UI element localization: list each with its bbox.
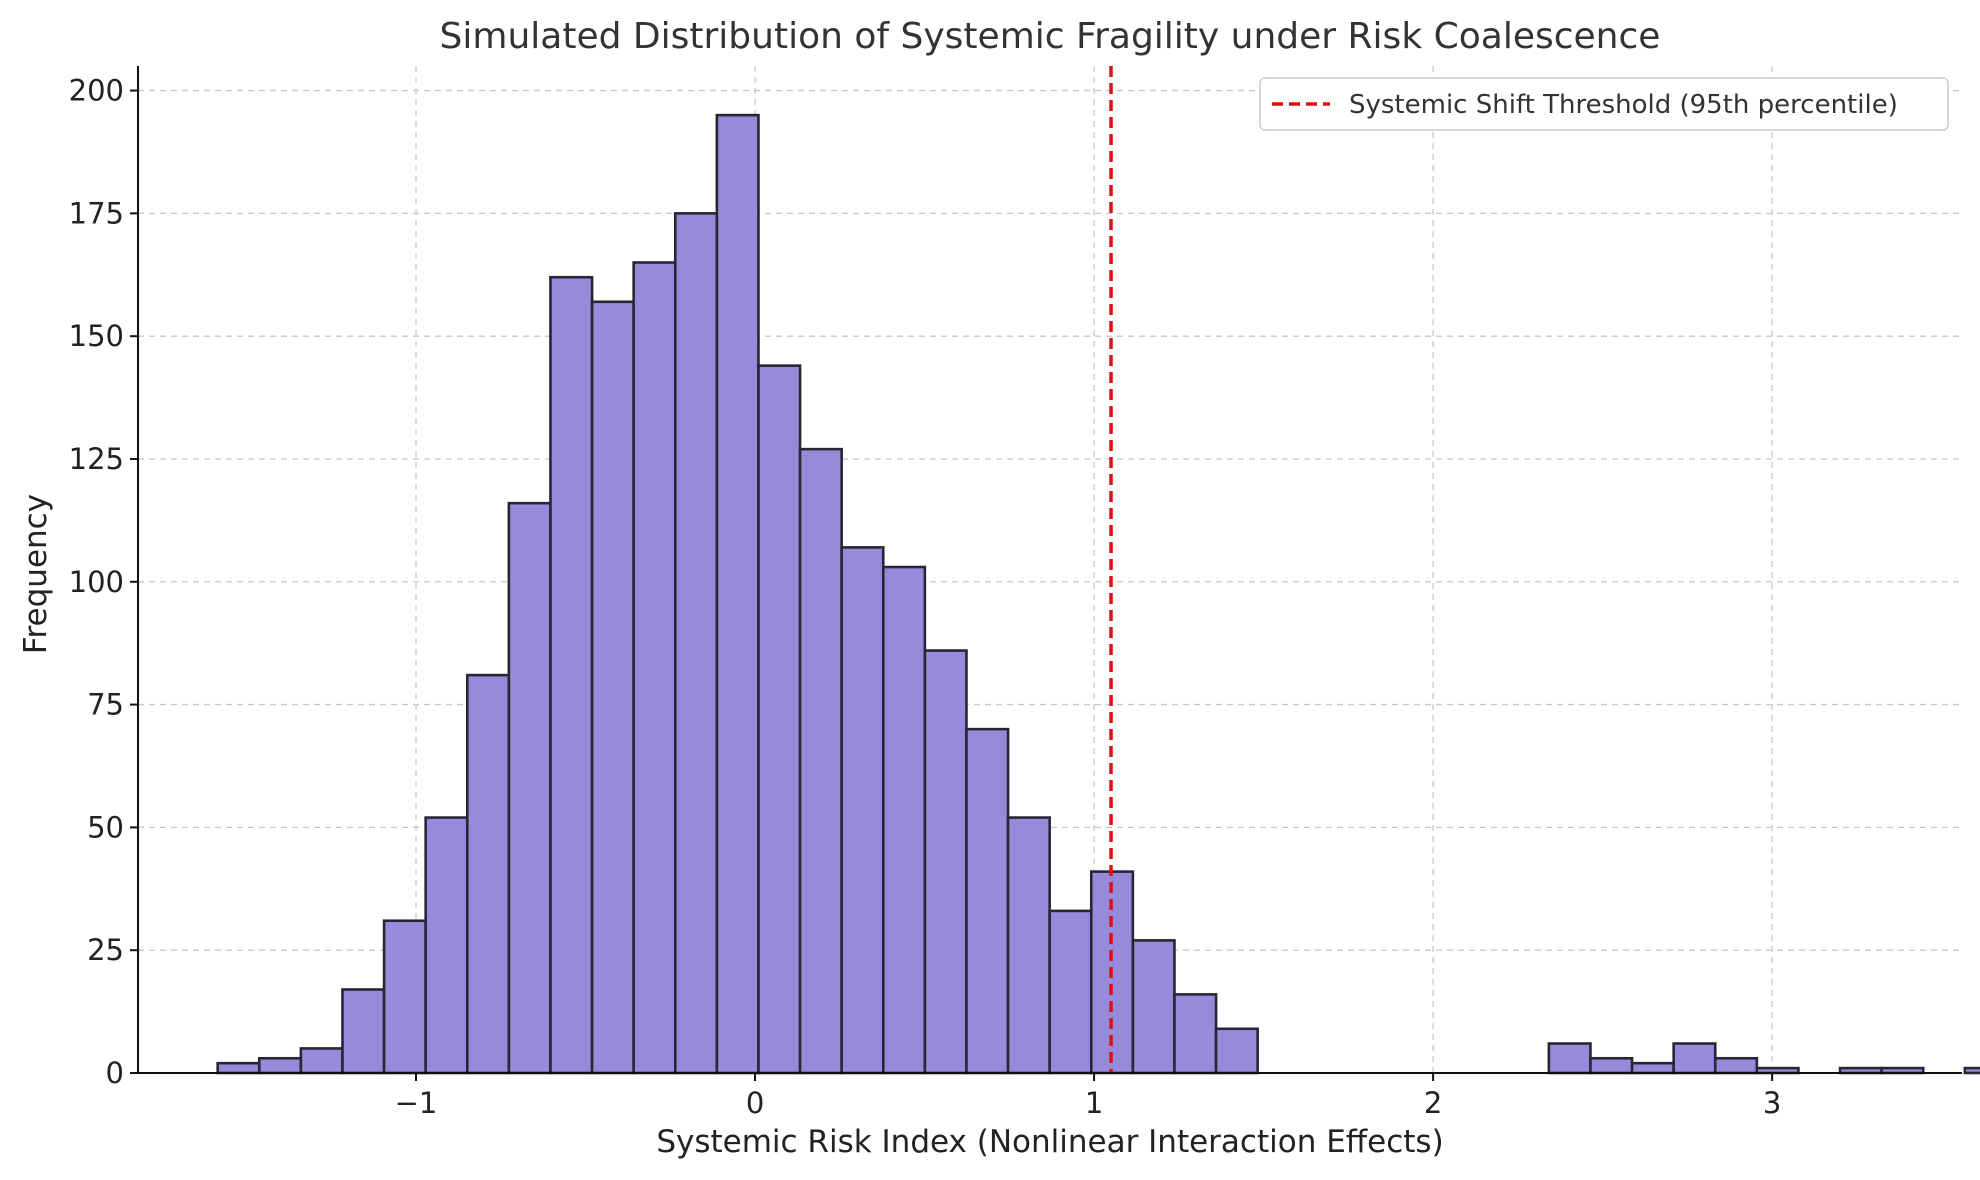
x-tick-label: −1 — [395, 1086, 438, 1120]
y-tick-label: 75 — [87, 688, 124, 722]
legend-box — [1259, 77, 1949, 131]
y-tick-label: 0 — [106, 1056, 124, 1090]
histogram-bar — [507, 501, 552, 1075]
y-tick-label: 150 — [69, 319, 124, 353]
histogram-bar — [1672, 1042, 1717, 1075]
histogram-bar — [757, 364, 802, 1075]
histogram-bar — [715, 113, 760, 1075]
legend: Systemic Shift Threshold (95th percentil… — [1259, 77, 1949, 131]
x-tick-label: 3 — [1763, 1086, 1781, 1120]
y-tick-label: 100 — [69, 565, 124, 599]
histogram-bar — [673, 212, 719, 1075]
histogram-bar — [1713, 1056, 1759, 1075]
x-axis-label: Systemic Risk Index (Nonlinear Interacti… — [656, 1124, 1443, 1160]
histogram-bar — [632, 261, 677, 1075]
y-tick-label: 125 — [69, 442, 124, 476]
histogram-bar — [881, 565, 927, 1075]
legend-threshold-label: Systemic Shift Threshold (95th percentil… — [1349, 90, 1898, 120]
y-axis-label: Frequency — [18, 494, 54, 654]
histogram-bar — [923, 649, 968, 1075]
histogram-bar — [590, 300, 635, 1075]
histogram-bar — [1173, 993, 1218, 1075]
y-tick-label: 200 — [69, 74, 124, 108]
histogram-bar — [257, 1056, 303, 1075]
histogram-bar — [965, 727, 1010, 1075]
histogram-bar — [798, 447, 843, 1075]
histogram-bar — [465, 673, 511, 1075]
axis-layer: 0 25 50 75 100 125 150 175 200 −1 0 1 2 3 — [69, 66, 1962, 1120]
histogram-bar — [382, 919, 427, 1075]
histogram-bar — [424, 816, 469, 1075]
histogram-bar — [1214, 1027, 1259, 1075]
histogram-bar — [1006, 816, 1051, 1075]
x-tick-label: 0 — [746, 1086, 764, 1120]
y-tick-label: 175 — [69, 196, 124, 230]
histogram-bar — [549, 275, 594, 1075]
y-tick-label: 25 — [87, 933, 124, 967]
y-tick-label: 50 — [87, 810, 124, 844]
histogram-bar — [1048, 909, 1093, 1075]
chart-title: Simulated Distribution of Systemic Fragi… — [440, 16, 1661, 57]
histogram-bar — [1589, 1056, 1634, 1075]
histogram-bar — [216, 1061, 261, 1075]
histogram-bar — [1547, 1042, 1592, 1075]
histogram-bar — [1131, 939, 1176, 1075]
histogram-bar — [1963, 1066, 1980, 1075]
x-tick-label: 1 — [1085, 1086, 1103, 1120]
x-tick-label: 2 — [1424, 1086, 1442, 1120]
bar-layer — [216, 113, 1980, 1075]
histogram-bar — [840, 546, 885, 1075]
histogram-bar — [299, 1047, 344, 1075]
histogram-bar — [341, 988, 386, 1075]
histogram-bar — [1630, 1061, 1675, 1075]
